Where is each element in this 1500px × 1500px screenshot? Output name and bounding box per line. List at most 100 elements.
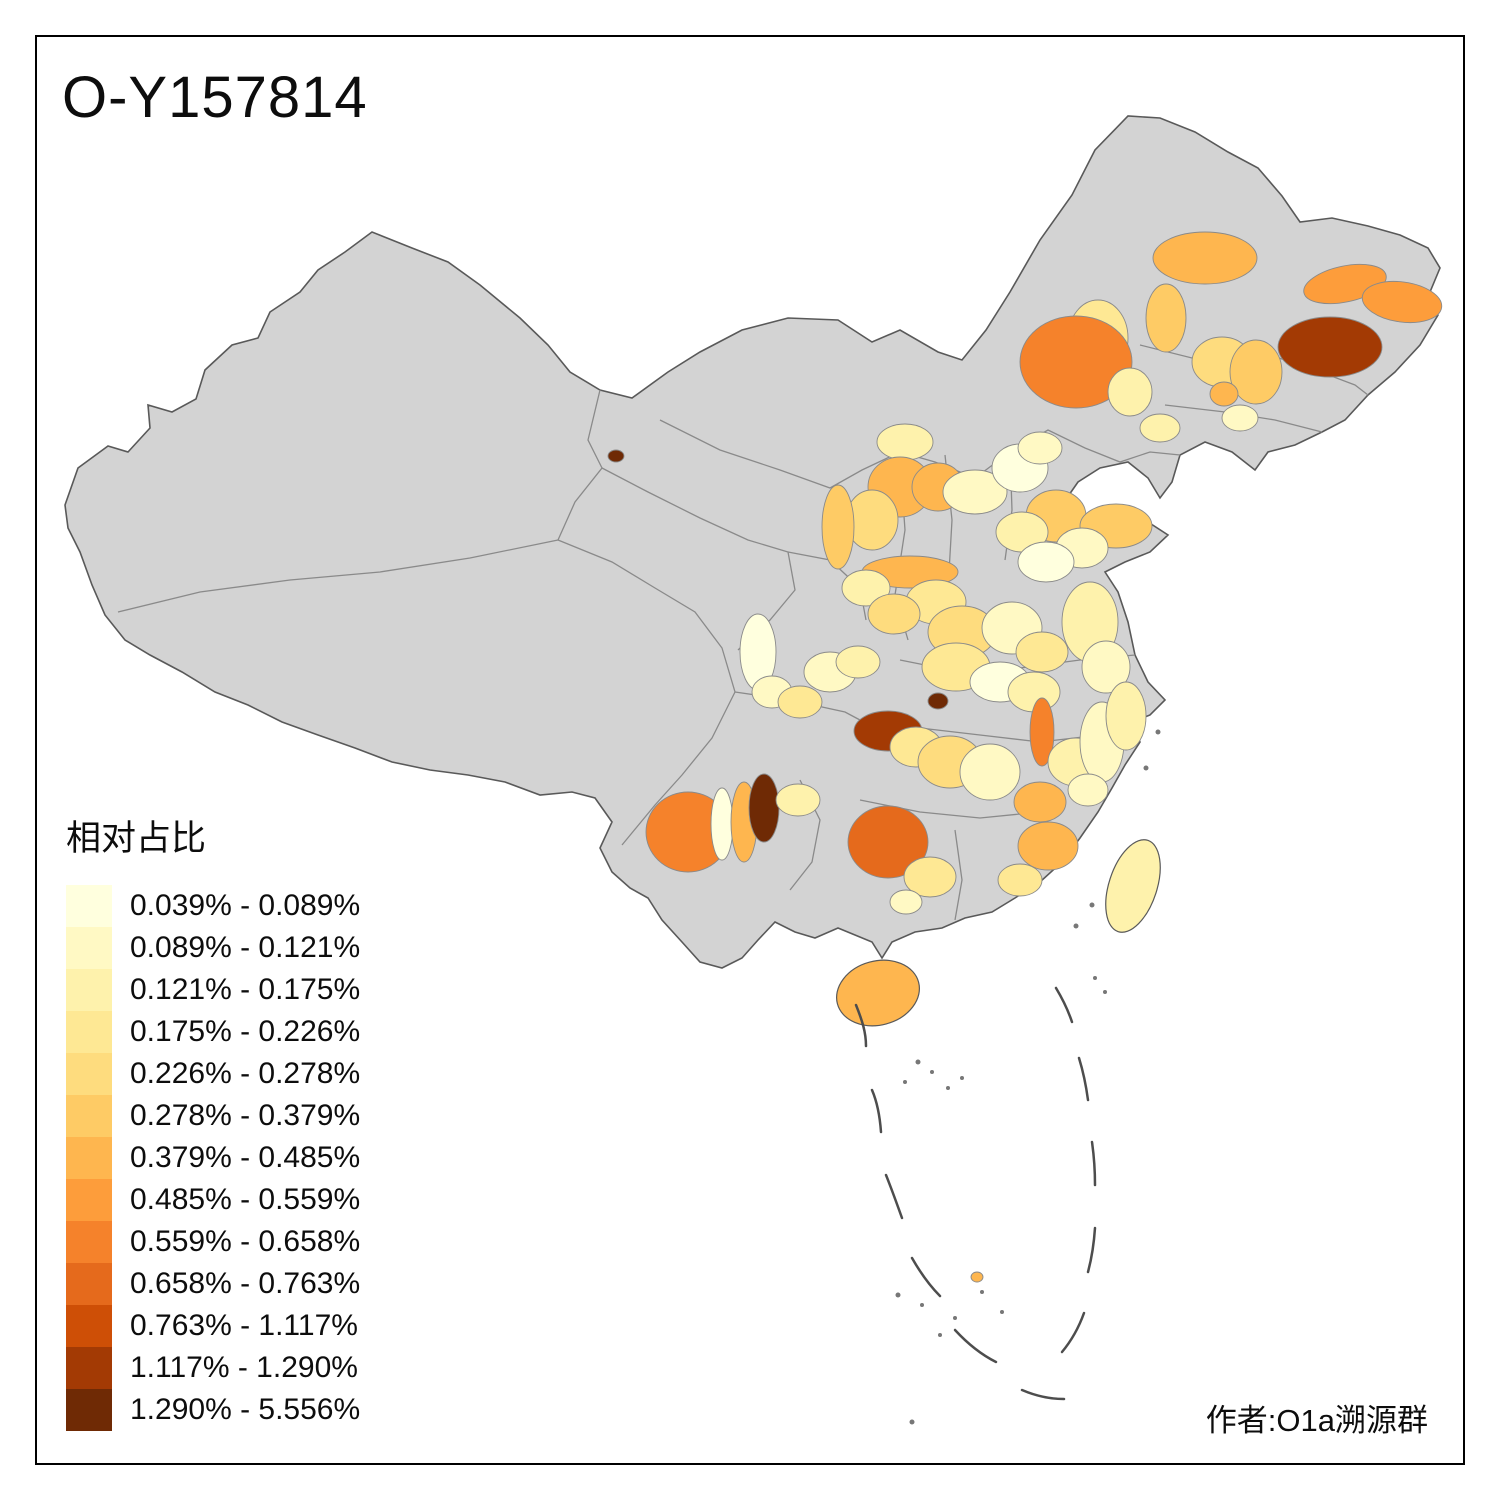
prefecture-region	[1107, 367, 1153, 417]
legend-swatch	[66, 1305, 112, 1347]
prefecture-region	[997, 863, 1043, 897]
legend-swatch	[66, 1137, 112, 1179]
legend: 相对占比 0.039% - 0.089% 0.089% - 0.121% 0.121…	[66, 810, 360, 1431]
nine-dash-line-segment	[854, 1003, 868, 1048]
colored-regions-layer	[607, 231, 1443, 1283]
nine-dash-line-segment	[1086, 1226, 1097, 1274]
prefecture-region	[1015, 631, 1069, 673]
legend-row: 0.379% - 0.485%	[66, 1137, 360, 1179]
legend-row: 0.121% - 0.175%	[66, 969, 360, 1011]
island-dot	[1093, 976, 1097, 980]
nine-dash-line	[854, 986, 1097, 1401]
legend-swatch	[66, 927, 112, 969]
nine-dash-line-segment	[953, 1328, 998, 1364]
prefecture-region	[847, 805, 929, 879]
legend-title: 相对占比	[66, 819, 207, 858]
island-dot	[1143, 765, 1149, 771]
prefecture-region	[1209, 381, 1239, 407]
island-dot	[895, 1292, 901, 1298]
legend-label: 0.121% - 0.175%	[130, 973, 361, 1006]
prefecture-region	[1017, 541, 1075, 583]
prefecture-region	[1029, 697, 1055, 767]
legend-row: 0.559% - 0.658%	[66, 1221, 360, 1263]
prefecture-region	[1229, 339, 1283, 405]
legend-label: 0.658% - 0.763%	[130, 1267, 361, 1300]
attribution: 作者:O1a溯源群	[1205, 1403, 1428, 1438]
legend-label: 0.763% - 1.117%	[130, 1309, 358, 1342]
island-dot	[909, 1419, 915, 1425]
island-dot	[1073, 923, 1079, 929]
province-border	[117, 539, 559, 613]
province-border	[557, 539, 736, 846]
legend-swatch	[66, 1095, 112, 1137]
prefecture-region	[927, 692, 949, 710]
prefecture-region	[1145, 283, 1187, 353]
island-dot	[1155, 729, 1161, 735]
prefecture-region	[1152, 231, 1258, 285]
prefecture-region	[1139, 413, 1181, 443]
prefecture-region	[821, 484, 855, 570]
prefecture-region	[1081, 640, 1131, 694]
legend-label: 0.485% - 0.559%	[130, 1183, 361, 1216]
legend-swatch	[66, 1389, 112, 1431]
legend-swatch	[66, 1263, 112, 1305]
prefecture-region	[1221, 404, 1259, 432]
legend-swatch	[66, 1053, 112, 1095]
taiwan-island	[1105, 839, 1161, 933]
legend-label: 0.278% - 0.379%	[130, 1099, 361, 1132]
prefecture-region	[959, 743, 1021, 801]
prefecture-region	[867, 593, 921, 635]
prefecture-region	[607, 449, 625, 463]
island-dot	[1089, 902, 1095, 908]
legend-label: 1.290% - 5.556%	[130, 1393, 361, 1426]
province-border	[954, 829, 963, 921]
nine-dash-line-segment	[1060, 1311, 1086, 1354]
prefecture-region	[1017, 821, 1079, 871]
legend-row: 0.278% - 0.379%	[66, 1095, 360, 1137]
nine-dash-line-segment	[884, 1173, 904, 1220]
legend-label: 0.559% - 0.658%	[130, 1225, 361, 1258]
legend-row: 0.039% - 0.089%	[66, 885, 360, 927]
prefecture-region	[1019, 315, 1133, 409]
prefecture-region	[1017, 431, 1063, 465]
small-island-dots	[895, 729, 1161, 1425]
legend-items: 0.039% - 0.089% 0.089% - 0.121% 0.121% - 0…	[66, 885, 360, 1431]
legend-swatch	[66, 1221, 112, 1263]
prefecture-region	[777, 685, 823, 719]
legend-row: 1.290% - 5.556%	[66, 1389, 360, 1431]
nine-dash-line-segment	[1054, 986, 1074, 1024]
plot-title: O-Y157814	[62, 65, 368, 130]
island-dot	[915, 1059, 921, 1065]
legend-row: 0.763% - 1.117%	[66, 1305, 360, 1347]
nine-dash-line-segment	[870, 1088, 883, 1134]
prefecture-region	[970, 1271, 984, 1283]
island-dot	[1000, 1310, 1004, 1314]
island-dot	[930, 1070, 934, 1074]
nine-dash-line-segment	[1077, 1056, 1090, 1102]
prefecture-region	[1277, 316, 1383, 378]
island-dot	[920, 1303, 924, 1307]
nine-dash-line-segment	[1090, 1140, 1097, 1187]
legend-row: 0.089% - 0.121%	[66, 927, 360, 969]
prefecture-region	[903, 856, 957, 898]
island-dot	[938, 1333, 942, 1337]
prefecture-region	[841, 569, 891, 607]
prefecture-region	[775, 783, 821, 817]
legend-label: 0.175% - 0.226%	[130, 1015, 361, 1048]
legend-row: 0.485% - 0.559%	[66, 1179, 360, 1221]
prefecture-region	[1013, 781, 1067, 823]
prefecture-region	[1067, 773, 1109, 807]
legend-swatch	[66, 1347, 112, 1389]
legend-swatch	[66, 1011, 112, 1053]
legend-row: 0.226% - 0.278%	[66, 1053, 360, 1095]
plot-frame	[35, 35, 1465, 1465]
prefecture-region	[1105, 681, 1147, 751]
legend-row: 1.117% - 1.290%	[66, 1347, 360, 1389]
nine-dash-line-segment	[910, 1256, 942, 1298]
island-dot	[980, 1290, 984, 1294]
legend-row: 0.658% - 0.763%	[66, 1263, 360, 1305]
island-dot	[953, 1316, 957, 1320]
prefecture-region	[1361, 280, 1443, 324]
